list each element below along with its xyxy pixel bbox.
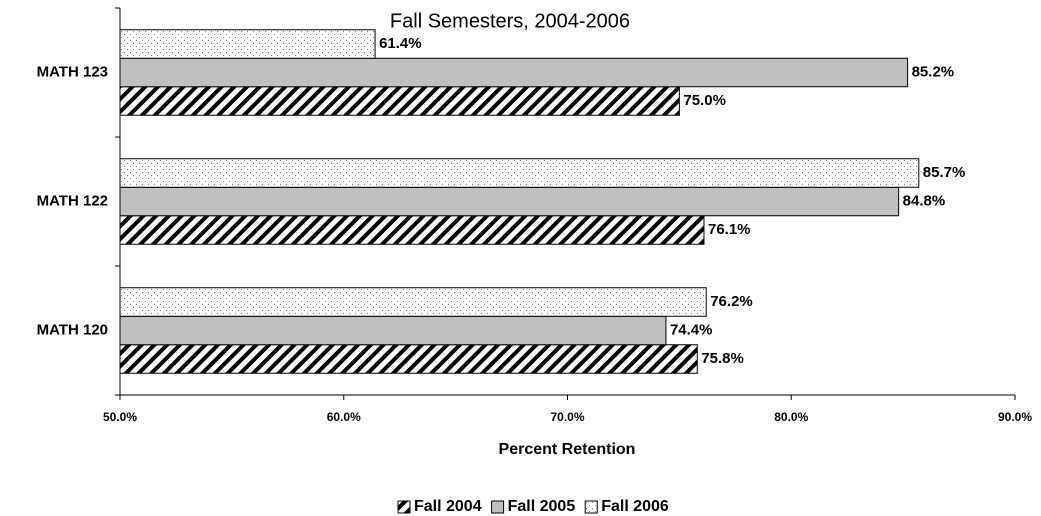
bar [119, 287, 707, 317]
value-label: 84.8% [903, 192, 946, 209]
y-tick-label: MATH 120 [37, 321, 108, 338]
x-axis-title: Percent Retention [499, 441, 636, 458]
y-tick-label: MATH 123 [37, 63, 108, 80]
value-label: 75.8% [701, 350, 744, 367]
value-label: 61.4% [379, 35, 422, 52]
legend-swatch [397, 500, 411, 514]
value-label: 76.2% [710, 293, 753, 310]
chart-subtitle: Fall Semesters, 2004-2006 [390, 10, 630, 32]
x-tick-label: 80.0% [774, 410, 808, 424]
legend-label: Fall 2005 [508, 498, 576, 515]
bar [119, 215, 705, 245]
bar [119, 315, 667, 346]
x-tick-label: 90.0% [998, 410, 1032, 424]
bar [119, 158, 920, 188]
bar [119, 29, 376, 59]
value-label: 75.0% [683, 92, 726, 109]
bar [119, 344, 698, 374]
value-label: 85.2% [912, 63, 955, 80]
value-label: 74.4% [670, 321, 713, 338]
bar [119, 186, 900, 217]
y-tick-label: MATH 122 [37, 192, 108, 209]
legend-swatch [491, 500, 505, 514]
legend-swatch [584, 500, 598, 514]
legend-label: Fall 2004 [414, 498, 482, 515]
bar [119, 86, 680, 116]
x-tick-label: 50.0% [103, 410, 137, 424]
value-label: 76.1% [708, 221, 751, 238]
x-tick-label: 60.0% [327, 410, 361, 424]
legend-label: Fall 2006 [601, 498, 669, 515]
value-label: 85.7% [923, 164, 966, 181]
x-tick-label: 70.0% [550, 410, 584, 424]
bar [119, 57, 909, 88]
